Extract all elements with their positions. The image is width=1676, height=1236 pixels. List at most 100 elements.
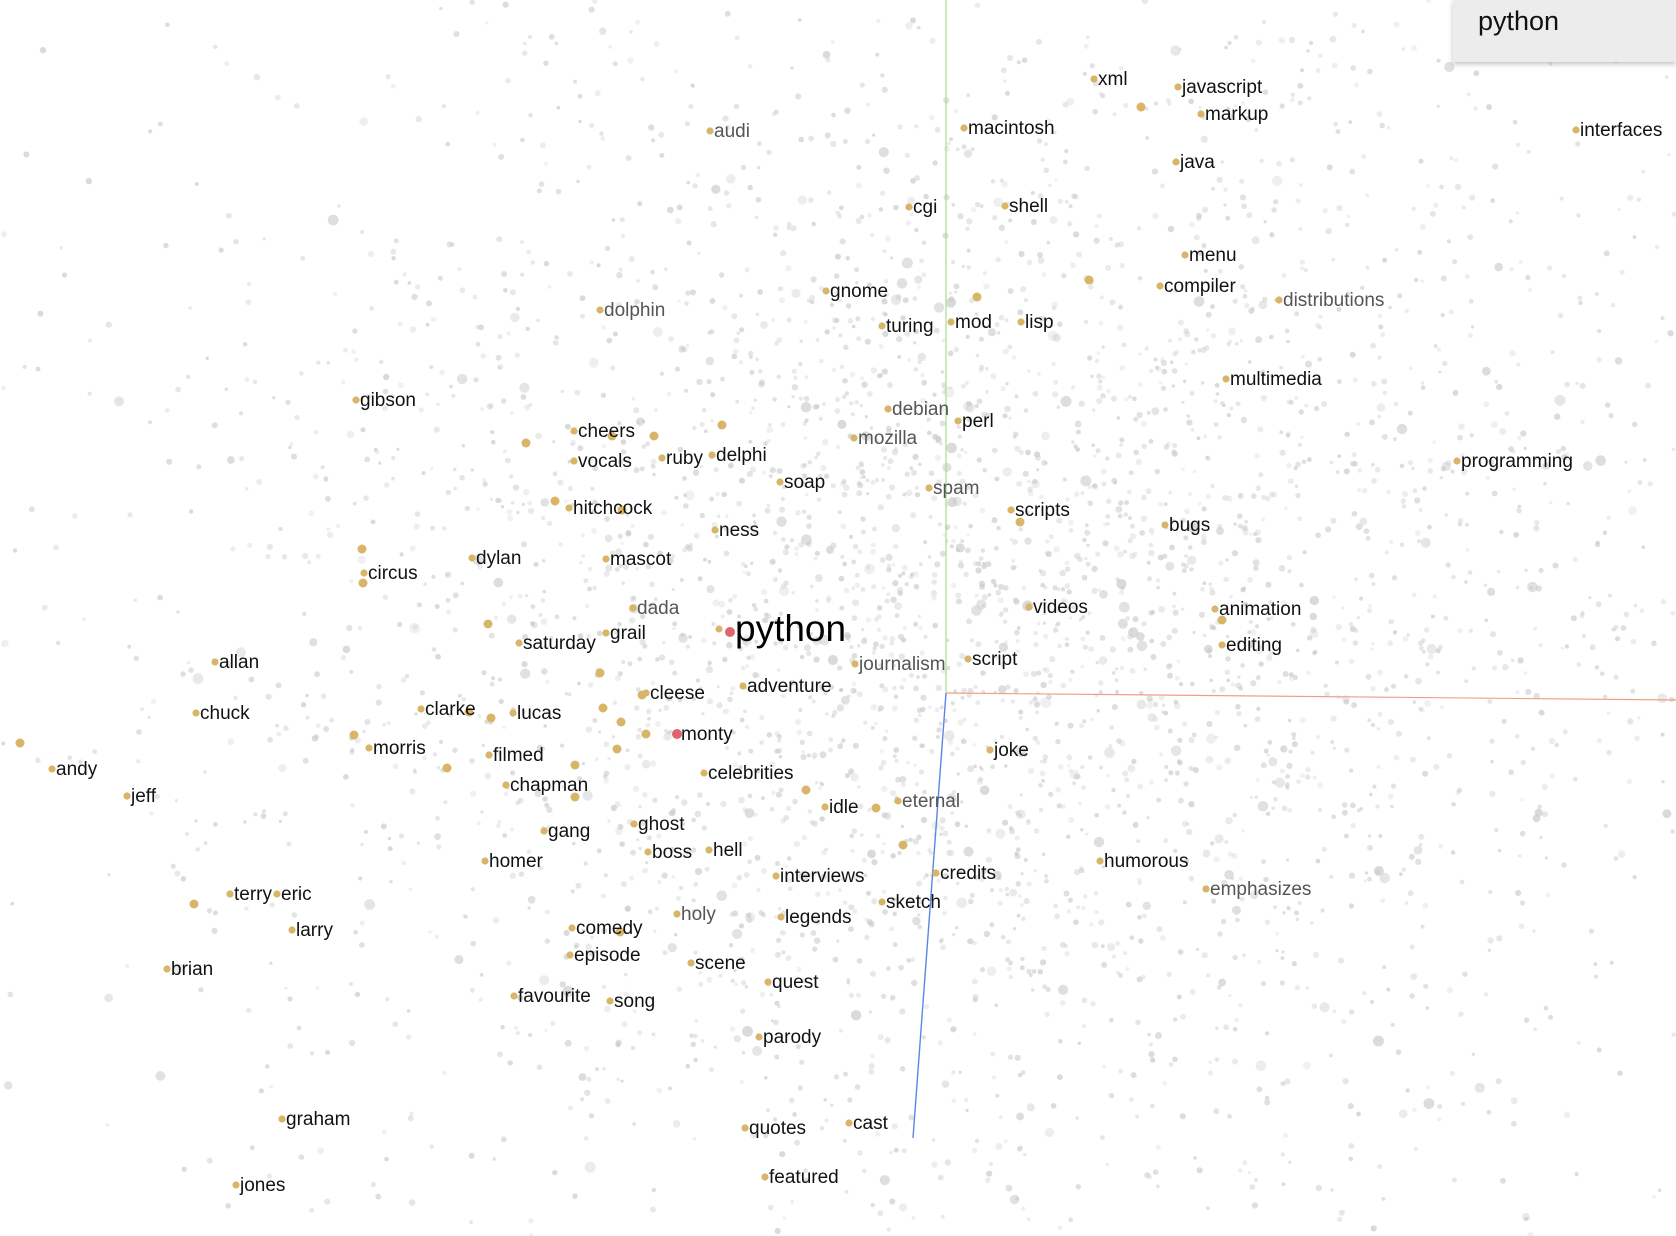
neighbor-label[interactable]: animation [1219,599,1301,620]
neighbor-point[interactable] [851,660,859,668]
neighbor-point[interactable] [1174,83,1182,91]
neighbor-point[interactable] [932,869,940,877]
neighbor-point[interactable] [706,127,714,135]
neighbor-point[interactable] [764,978,772,986]
neighbor-label[interactable]: java [1179,152,1215,173]
neighbor-label[interactable]: joke [993,740,1029,761]
neighbor-label[interactable]: ness [719,520,759,541]
neighbor-point[interactable] [521,438,531,448]
neighbor-point[interactable] [595,668,605,678]
neighbor-point[interactable] [468,554,476,562]
neighbor-label[interactable]: terry [234,884,273,905]
neighbor-label[interactable]: morris [373,738,426,759]
neighbor-label[interactable]: jeff [130,786,157,807]
neighbor-label[interactable]: gang [548,821,590,842]
neighbor-label[interactable]: chuck [200,703,250,724]
neighbor-point[interactable] [211,658,219,666]
neighbor-label[interactable]: hell [713,840,743,861]
neighbor-point[interactable] [602,629,610,637]
neighbor-point[interactable] [278,1115,286,1123]
neighbor-point[interactable] [850,434,858,442]
neighbor-point[interactable] [570,760,580,770]
neighbor-point[interactable] [568,924,576,932]
neighbor-point[interactable] [509,709,517,717]
neighbor-point[interactable] [1275,296,1283,304]
neighbor-label[interactable]: dylan [476,548,521,569]
neighbor-label[interactable]: boss [652,842,692,863]
neighbor-point[interactable] [510,992,518,1000]
neighbor-label[interactable]: interviews [780,866,864,887]
neighbor-label[interactable]: celebrities [708,763,794,784]
neighbor-point[interactable] [485,751,493,759]
neighbor-label[interactable]: grail [610,623,646,644]
neighbor-point[interactable] [964,655,972,663]
neighbor-point[interactable] [357,544,367,554]
neighbor-point[interactable] [189,899,199,909]
neighbor-point[interactable] [947,318,955,326]
neighbor-label[interactable]: markup [1205,104,1268,125]
neighbor-label[interactable]: brian [171,959,213,980]
neighbor-point[interactable] [1025,603,1033,611]
neighbor-label[interactable]: compiler [1164,276,1236,297]
neighbor-point[interactable] [232,1181,240,1189]
neighbor-point[interactable] [607,431,617,441]
neighbor-label[interactable]: idle [829,797,859,818]
neighbor-label[interactable]: parody [763,1027,822,1048]
neighbor-point[interactable] [540,827,548,835]
neighbor-point[interactable] [1222,375,1230,383]
neighbor-point[interactable] [365,744,373,752]
neighbor-label[interactable]: allan [219,652,259,673]
neighbor-point[interactable] [1096,857,1104,865]
neighbor-label[interactable]: larry [296,920,333,941]
neighbor-label[interactable]: distributions [1283,290,1384,311]
neighbor-point[interactable] [761,1173,769,1181]
neighbor-label[interactable]: ruby [666,448,703,469]
neighbor-label[interactable]: cgi [913,197,937,218]
neighbor-label[interactable]: bugs [1169,515,1210,536]
neighbor-label[interactable]: hitchcock [573,498,653,519]
focus-label[interactable]: python [735,608,846,649]
neighbor-label[interactable]: cleese [650,683,705,704]
neighbor-label[interactable]: lisp [1025,312,1054,333]
neighbor-point[interactable] [352,396,360,404]
neighbor-point[interactable] [1217,615,1227,625]
neighbor-label[interactable]: interfaces [1580,120,1662,141]
neighbor-label[interactable]: song [614,991,655,1012]
neighbor-point[interactable] [705,846,713,854]
neighbor-point[interactable] [772,872,780,880]
neighbor-label[interactable]: dolphin [604,300,665,321]
neighbor-point[interactable] [898,840,908,850]
neighbor-label[interactable]: favourite [518,986,591,1007]
neighbor-point[interactable] [596,306,604,314]
neighbor-label[interactable]: delphi [716,445,767,466]
neighbor-label[interactable]: saturday [523,633,596,654]
neighbor-point[interactable] [700,769,708,777]
neighbor-point[interactable] [1197,110,1205,118]
neighbor-point[interactable] [417,705,425,713]
neighbor-label[interactable]: programming [1461,451,1573,472]
neighbor-label[interactable]: scripts [1015,500,1070,521]
neighbor-point[interactable] [360,569,368,577]
neighbor-point[interactable] [606,997,614,1005]
neighbor-point[interactable] [349,730,359,740]
neighbor-label[interactable]: menu [1189,245,1237,266]
neighbor-point[interactable] [123,792,131,800]
neighbor-point[interactable] [502,781,510,789]
neighbor-point[interactable] [954,417,962,425]
neighbor-point[interactable] [822,287,830,295]
neighbor-point[interactable] [630,820,638,828]
neighbor-label[interactable]: macintosh [968,118,1055,139]
neighbor-label[interactable]: mozilla [858,428,918,449]
neighbor-point[interactable] [1136,102,1146,112]
neighbor-point[interactable] [777,913,785,921]
neighbor-label[interactable]: quest [772,972,819,993]
neighbor-point[interactable] [642,689,650,697]
neighbor-label[interactable]: dada [637,598,680,619]
neighbor-point[interactable] [644,848,652,856]
neighbor-point[interactable] [481,857,489,865]
neighbor-label[interactable]: chapman [510,775,588,796]
neighbor-point[interactable] [1156,282,1164,290]
neighbor-point[interactable] [1015,517,1025,527]
neighbor-label[interactable]: mod [955,312,992,333]
